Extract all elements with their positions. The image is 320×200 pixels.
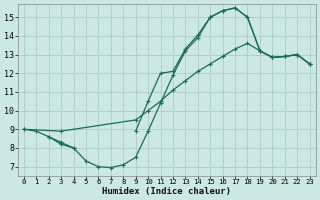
X-axis label: Humidex (Indice chaleur): Humidex (Indice chaleur): [102, 187, 231, 196]
